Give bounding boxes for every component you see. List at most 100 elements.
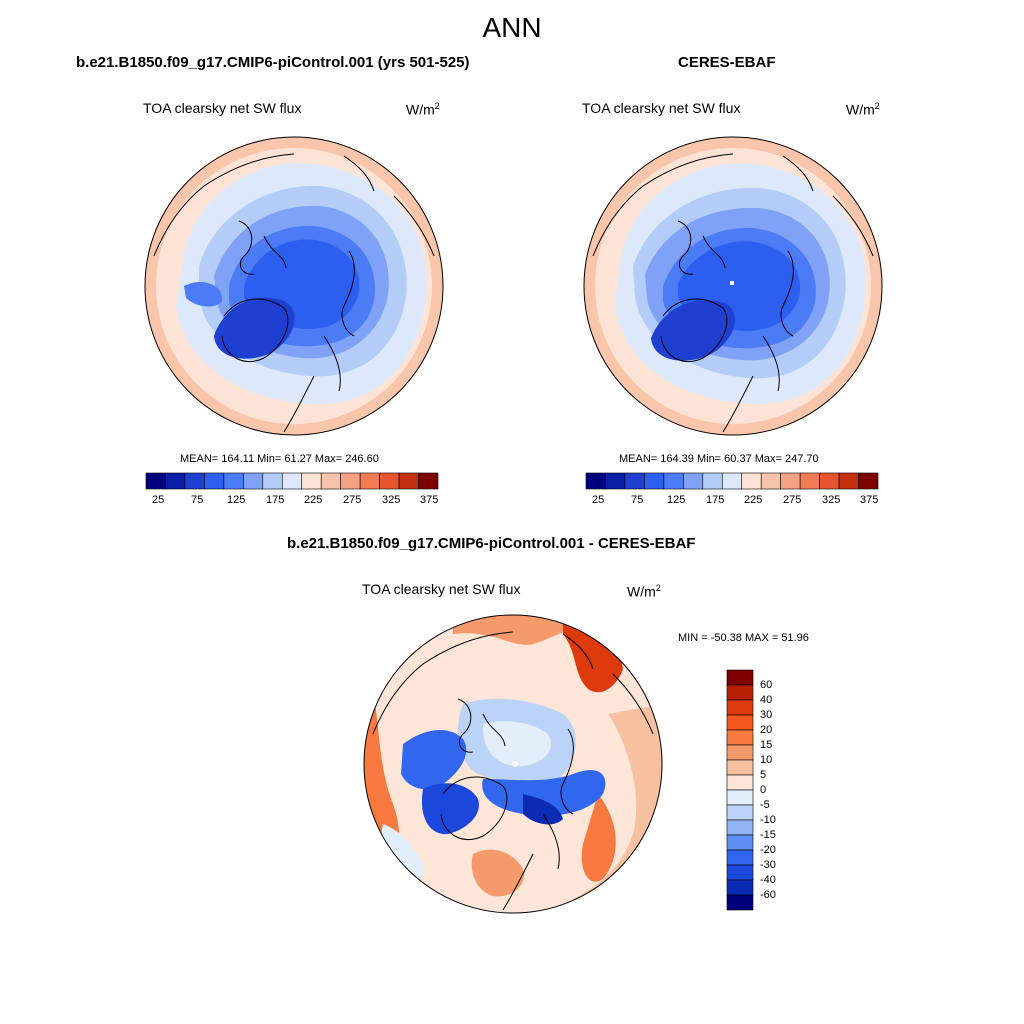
diff-tick-6: 5: [760, 769, 767, 781]
diff-tick-9: -10: [760, 814, 776, 826]
model-polar-map: [144, 136, 444, 436]
obs-greenland-low: [651, 300, 736, 361]
diff-archipelago-negative: [401, 729, 467, 790]
diff-coast-east: [562, 633, 654, 735]
diff-map-border: [363, 614, 663, 914]
model-tick-2: 125: [227, 494, 246, 506]
model-tick-6: 325: [382, 494, 401, 506]
diff-colorbar-swatch: [726, 759, 754, 776]
diff-colorbar-swatch: [726, 774, 754, 791]
obs-colorbar-swatch: [819, 472, 840, 490]
obs-coast-archipelago: [677, 220, 726, 275]
diff-colorbar-swatch: [726, 894, 754, 911]
diff-stats: MIN = -50.38 MAX = 51.96: [678, 632, 809, 644]
model-tick-3: 175: [266, 494, 285, 506]
diff-pole-gap: [512, 761, 518, 767]
obs-stats: MEAN= 164.39 Min= 60.37 Max= 247.70: [619, 453, 819, 465]
model-colorbar-swatch: [320, 472, 341, 490]
diff-tick-14: -60: [760, 889, 776, 901]
obs-colorbar-swatch: [683, 472, 704, 490]
diff-colorbar-swatch: [726, 834, 754, 851]
model-colorbar-swatch: [359, 472, 380, 490]
diff-polar-map: [363, 614, 663, 914]
model-variable-label: TOA clearsky net SW flux: [143, 100, 302, 116]
diff-east-hot: [581, 794, 616, 882]
obs-colorbar-swatch: [663, 472, 684, 490]
obs-colorbar-swatch: [644, 472, 665, 490]
diff-colorbar-swatch: [726, 699, 754, 716]
model-greenland-low: [214, 297, 295, 359]
diff-tick-11: -20: [760, 844, 776, 856]
obs-colorbar-swatch: [858, 472, 879, 490]
model-coast-archipelago: [238, 220, 287, 275]
obs-colorbar-swatch: [760, 472, 781, 490]
obs-coast-east: [782, 155, 874, 257]
obs-coast-north: [592, 153, 734, 257]
diff-tick-5: 10: [760, 754, 773, 766]
obs-coast-greenland: [660, 298, 728, 363]
obs-colorbar: [585, 472, 879, 490]
obs-colorbar-swatch: [585, 472, 606, 490]
diff-colorbar-swatch: [726, 729, 754, 746]
model-tick-5: 275: [343, 494, 362, 506]
diff-tick-2: 30: [760, 709, 773, 721]
model-coast-north: [153, 153, 295, 257]
diff-greenland-negative: [421, 783, 479, 835]
obs-colorbar-swatch: [780, 472, 801, 490]
diff-colorbar-swatch: [726, 669, 754, 686]
diff-colorbar-swatch: [726, 714, 754, 731]
obs-colorbar-swatch: [624, 472, 645, 490]
model-coast-siberia: [341, 250, 355, 337]
obs-colorbar-swatch: [702, 472, 723, 490]
model-colorbar-swatch: [262, 472, 283, 490]
obs-panel-title: CERES-EBAF: [678, 54, 776, 71]
diff-coast-north: [372, 631, 514, 735]
obs-coast-siberia: [780, 250, 794, 337]
model-colorbar-swatch: [165, 472, 186, 490]
diff-tick-7: 0: [760, 784, 767, 796]
model-coast-greenland: [221, 298, 289, 363]
obs-polar-map: [583, 136, 883, 436]
obs-map-border: [583, 136, 883, 436]
obs-tick-5: 275: [783, 494, 802, 506]
diff-pole-neutral: [482, 721, 552, 767]
diff-colorbar: [726, 669, 754, 911]
diff-colorbar-swatch: [726, 849, 754, 866]
model-coast-south: [283, 335, 341, 433]
diff-tick-13: -40: [760, 874, 776, 886]
model-colorbar-swatch: [204, 472, 225, 490]
obs-units-label: W/m2: [846, 101, 880, 118]
obs-tick-1: 75: [631, 494, 644, 506]
diff-colorbar-swatch: [726, 864, 754, 881]
model-colorbar-swatch: [340, 472, 361, 490]
diff-tick-1: 40: [760, 694, 773, 706]
diff-colorbar-swatch: [726, 804, 754, 821]
diff-colorbar-swatch: [726, 744, 754, 761]
model-colorbar-swatch: [145, 472, 166, 490]
model-colorbar-ticks: 25 75 125 175 225 275 325 375: [146, 494, 438, 508]
diff-tick-12: -30: [760, 859, 776, 871]
model-tick-7: 375: [420, 494, 439, 506]
model-colorbar-swatch: [418, 472, 439, 490]
diff-coast-greenland: [440, 776, 508, 841]
diff-siberia-negative: [482, 770, 606, 816]
diff-units-label: W/m2: [627, 583, 661, 600]
obs-colorbar-swatch: [799, 472, 820, 490]
model-colorbar-swatch: [243, 472, 264, 490]
model-panel-title: b.e21.B1850.f09_g17.CMIP6-piControl.001 …: [76, 54, 470, 71]
model-west-patch: [184, 281, 223, 307]
diff-south-positive: [471, 849, 524, 897]
model-tick-4: 225: [304, 494, 323, 506]
obs-tick-3: 175: [706, 494, 725, 506]
diff-colorbar-swatch: [726, 819, 754, 836]
diff-tick-4: 15: [760, 739, 773, 751]
diff-coast-siberia: [560, 728, 574, 815]
diff-colorbar-swatch: [726, 879, 754, 896]
diff-tick-8: -5: [760, 799, 770, 811]
model-tick-1: 75: [191, 494, 204, 506]
model-colorbar-swatch: [223, 472, 244, 490]
obs-colorbar-swatches: [585, 472, 879, 490]
obs-colorbar-swatch: [605, 472, 626, 490]
obs-tick-6: 325: [822, 494, 841, 506]
obs-coast-south: [722, 335, 780, 433]
